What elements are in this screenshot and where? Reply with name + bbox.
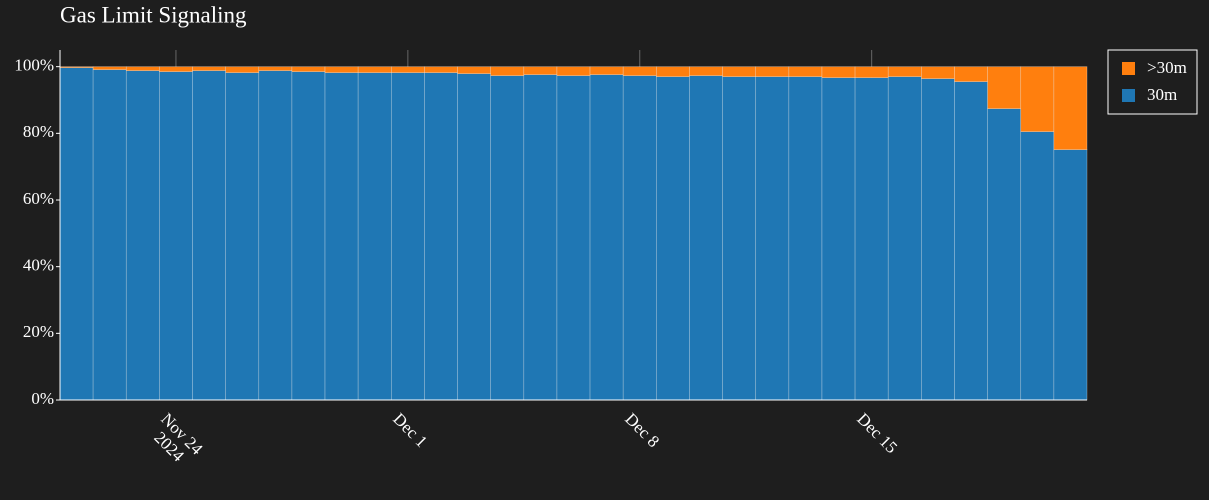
bar-segment xyxy=(656,66,690,77)
bar-segment xyxy=(589,66,624,75)
bar-segment xyxy=(490,75,525,401)
bar-segment xyxy=(125,66,160,71)
bar-segment xyxy=(159,71,193,401)
y-tick-label: 20% xyxy=(23,322,54,341)
bar-segment xyxy=(689,66,723,76)
y-tick-label: 60% xyxy=(23,189,54,208)
bar-segment xyxy=(59,67,94,401)
bar-segment xyxy=(159,66,193,72)
bar-segment xyxy=(457,73,491,401)
bar-segment xyxy=(125,70,160,401)
bar-segment xyxy=(225,72,260,401)
legend-swatch xyxy=(1122,62,1135,75)
bar-segment xyxy=(424,66,458,73)
bar-segment xyxy=(1020,131,1055,401)
bar-segment xyxy=(192,70,226,401)
bar-segment xyxy=(457,66,491,74)
bar-segment xyxy=(854,66,889,78)
bar-segment xyxy=(424,72,458,401)
bar-segment xyxy=(887,66,922,77)
bar-segment xyxy=(788,66,823,77)
bar-segment xyxy=(1020,66,1055,132)
legend-label: >30m xyxy=(1147,58,1187,77)
bar-segment xyxy=(225,66,260,73)
bar-segment xyxy=(192,66,226,71)
bar-segment xyxy=(523,74,558,401)
bar-segment xyxy=(291,66,326,72)
bar-segment xyxy=(490,66,525,76)
bar-segment xyxy=(987,66,1022,109)
bar-segment xyxy=(622,75,657,401)
bar-segment xyxy=(1053,149,1088,401)
bar-segment xyxy=(324,72,359,401)
bar-segment xyxy=(92,66,127,70)
bar-segment xyxy=(921,66,955,79)
bar-segment xyxy=(258,66,293,71)
legend-box xyxy=(1107,49,1198,115)
bar-segment xyxy=(258,70,293,401)
bar-segment xyxy=(755,76,790,401)
bar-segment xyxy=(622,66,657,76)
bar-segment xyxy=(92,69,127,401)
bar-segment xyxy=(357,72,392,401)
bar-segment xyxy=(921,78,955,401)
bar-segment xyxy=(390,72,425,401)
bar-segment xyxy=(390,66,425,73)
bar-segment xyxy=(987,108,1022,401)
y-tick-label: 80% xyxy=(23,122,54,141)
y-tick-label: 0% xyxy=(31,389,54,408)
bar-segment xyxy=(589,74,624,401)
y-tick-label: 100% xyxy=(14,56,54,75)
bar-segment xyxy=(954,81,988,401)
bar-segment xyxy=(291,71,326,401)
bar-segment xyxy=(755,66,790,77)
bar-segment xyxy=(722,66,757,77)
bar-segment xyxy=(656,76,690,401)
y-tick-label: 40% xyxy=(23,256,54,275)
bar-segment xyxy=(324,66,359,73)
bar-segment xyxy=(556,66,591,76)
bar-segment xyxy=(821,66,856,78)
bar-segment xyxy=(821,77,856,401)
bar-segment xyxy=(722,76,757,401)
bar-segment xyxy=(1053,66,1088,150)
bar-segment xyxy=(788,76,823,401)
legend-swatch xyxy=(1122,89,1135,102)
legend-label: 30m xyxy=(1147,85,1177,104)
bar-segment xyxy=(556,75,591,401)
bar-segment xyxy=(954,66,988,82)
bar-segment xyxy=(357,66,392,73)
chart-title: Gas Limit Signaling xyxy=(60,2,247,27)
bar-segment xyxy=(887,76,922,401)
bar-segment xyxy=(523,66,558,75)
bar-segment xyxy=(59,66,94,68)
bar-segment xyxy=(854,77,889,401)
bar-segment xyxy=(689,75,723,401)
